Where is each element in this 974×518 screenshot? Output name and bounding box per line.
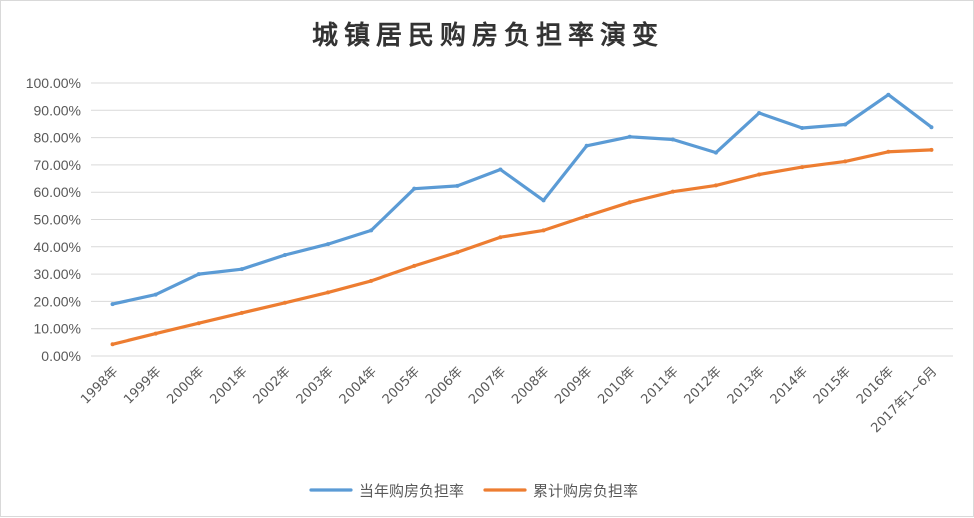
x-tick-label: 2000年 [164, 364, 207, 407]
series-2-point [843, 159, 848, 164]
series-1-point [713, 150, 718, 155]
legend-label-1: 当年购房负担率 [359, 482, 464, 500]
x-tick-label: 2007年 [466, 364, 509, 407]
series-1-point [455, 183, 460, 188]
series-1-point [196, 272, 201, 277]
series-1-point [326, 242, 331, 247]
x-tick-label: 2013年 [725, 364, 768, 407]
series-2-point [584, 213, 589, 218]
series-2-point [757, 172, 762, 177]
series-1-point [929, 125, 934, 130]
series-2-point [239, 310, 244, 315]
series-1-point [627, 134, 632, 139]
series-1-point [282, 252, 287, 257]
series-1-point [110, 302, 115, 307]
x-tick-label: 2014年 [768, 364, 811, 407]
series-1-point [153, 292, 158, 297]
series-1-point [757, 111, 762, 116]
x-tick-label: 2016年 [854, 364, 897, 407]
y-tick-label: 50.00% [34, 212, 81, 228]
legend-label-2: 累计购房负担率 [533, 482, 638, 500]
series-2-point [541, 228, 546, 233]
y-tick-label: 90.00% [34, 102, 81, 118]
y-tick-label: 60.00% [34, 184, 81, 200]
series-2-point [498, 235, 503, 240]
series-1-point [886, 92, 891, 97]
series-1-point [843, 122, 848, 127]
x-tick-label: 2011年 [638, 364, 681, 407]
series-2-point [153, 331, 158, 336]
x-tick-label: 1999年 [121, 364, 164, 407]
series-line-1 [110, 93, 934, 306]
series-2-point [929, 147, 934, 152]
x-tick-label: 2015年 [811, 364, 854, 407]
x-tick-label: 2001年 [207, 364, 250, 407]
series-1-point [800, 126, 805, 131]
y-tick-label: 0.00% [41, 348, 81, 364]
y-tick-label: 10.00% [34, 321, 81, 337]
y-tick-label: 30.00% [34, 266, 81, 282]
series-2-point [670, 189, 675, 194]
x-tick-label: 2004年 [337, 364, 380, 407]
series-2-point [196, 321, 201, 326]
x-tick-label: 2005年 [380, 364, 423, 407]
series-1-point [369, 228, 374, 233]
y-tick-label: 20.00% [34, 293, 81, 309]
series-2-point [455, 250, 460, 255]
series-1-point [584, 143, 589, 148]
x-tick-label: 2002年 [251, 364, 294, 407]
series-2-point [412, 263, 417, 268]
series-2-point [326, 290, 331, 295]
series-2-point [369, 278, 374, 283]
y-tick-label: 70.00% [34, 157, 81, 173]
chart-title: 城镇居民购房负担率演变 [311, 21, 664, 51]
x-tick-label: 2010年 [595, 364, 638, 407]
x-tick-label: 2006年 [423, 364, 466, 407]
series-2-point [886, 149, 891, 154]
x-tick-label: 1998年 [78, 364, 121, 407]
series-line-2 [110, 148, 934, 346]
series-2-point [800, 165, 805, 170]
x-tick-label: 2012年 [682, 364, 725, 407]
y-tick-label: 80.00% [34, 130, 81, 146]
series-1-point [498, 167, 503, 172]
y-tick-label: 40.00% [34, 239, 81, 255]
series-1-point [239, 267, 244, 272]
series-2-point [282, 300, 287, 305]
series-2-point [713, 183, 718, 188]
y-tick-label: 100.00% [26, 75, 81, 91]
x-tick-label: 2009年 [552, 364, 595, 407]
x-tick-label: 2008年 [509, 364, 552, 407]
series-1-point [541, 198, 546, 203]
series-2-point [627, 200, 632, 205]
series-1-point [670, 137, 675, 142]
series-2-point [110, 342, 115, 347]
series-1-point [412, 186, 417, 191]
x-tick-label: 2003年 [294, 364, 337, 407]
